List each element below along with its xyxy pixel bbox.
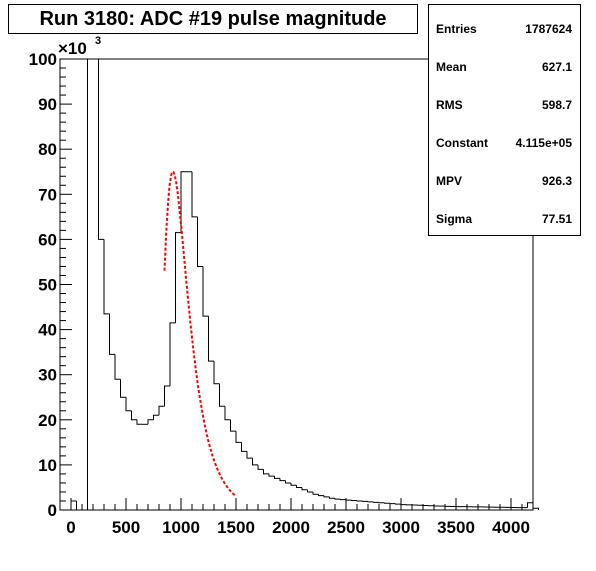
histogram-bin [274,476,280,479]
histogram-bin [329,496,335,499]
histogram-bin [70,500,77,510]
stats-box: Entries 1787624 Mean 627.1 RMS 598.7 Con… [428,4,581,236]
histogram-bin [169,322,176,386]
histogram-bin [87,58,93,510]
histogram-bin [323,495,330,498]
histogram-bin [147,419,154,425]
stats-value: 4.115e+05 [515,136,572,150]
histogram-bin [246,451,253,459]
x-tick-label: 500 [112,518,140,537]
histogram-bin [279,478,286,482]
histogram-bin [180,171,187,233]
histogram-bin [312,491,319,495]
y-tick-label: 60 [38,230,57,249]
x-tick-label: 1500 [217,518,255,537]
y-tick-label: 70 [38,185,57,204]
y-tick-label: 80 [38,140,57,159]
histogram-bin [125,397,132,412]
x-tick-label: 3000 [382,518,420,537]
histogram-bin [230,419,236,432]
histogram-bin [191,171,198,218]
y-tick-label: 20 [38,411,57,430]
x-tick-label: 4000 [492,518,530,537]
stats-value: 598.7 [541,98,572,112]
fit-curve-series [163,170,237,497]
stats-label: Sigma [436,212,473,226]
histogram-bin [120,379,126,398]
stats-value: 77.51 [541,212,572,226]
stats-row-mpv: MPV 926.3 [436,172,572,190]
y-axis: 0 10 20 30 40 50 60 70 80 90 100 [29,50,72,520]
histogram-bin [202,266,209,317]
y-axis-multiplier-exponent: 3 [95,35,101,47]
histogram-bin [268,473,275,477]
x-tick-label: 2500 [327,518,365,537]
histogram-bin [296,485,302,488]
histogram-bin [532,502,539,510]
histogram-bin [76,500,82,511]
stats-value: 1787624 [525,22,572,36]
histogram-bin [175,232,181,323]
histogram-series [70,58,539,511]
stats-label: Entries [436,22,477,36]
histogram-bin [98,59,104,240]
histogram-bin [527,502,533,508]
x-tick-label: 0 [66,518,75,537]
histogram-bin [219,383,225,407]
stats-value: 627.1 [541,60,572,74]
histogram-bin [224,406,231,421]
histogram-bin [257,464,264,470]
histogram-bin [301,487,308,491]
y-tick-label: 100 [29,50,57,69]
histogram-bin [153,414,159,420]
histogram-bin [197,216,203,267]
histogram-bin [307,489,313,493]
histogram-bin [213,361,220,385]
y-tick-label: 10 [38,456,57,475]
stats-row-constant: Constant 4.115e+05 [436,134,572,152]
histogram-bin [136,419,143,425]
stats-label: Mean [436,60,467,74]
histogram-bin [334,498,341,500]
histogram-bin [158,405,165,416]
histogram-bin [263,469,269,475]
histogram-bin [131,410,137,421]
y-tick-label: 50 [38,276,57,295]
y-axis-multiplier: ×10 [58,39,87,58]
histogram-bin [103,239,110,315]
histogram-bin [318,494,324,497]
stats-label: MPV [436,174,463,188]
x-tick-label: 1000 [162,518,200,537]
stats-row-sigma: Sigma 77.51 [436,210,572,228]
x-tick-label: 2000 [272,518,310,537]
stats-value: 926.3 [541,174,572,188]
stats-row-rms: RMS 598.7 [436,96,572,114]
stats-row-entries: Entries 1787624 [436,20,572,38]
histogram-bin [290,482,297,486]
y-tick-label: 40 [38,321,57,340]
histogram-bin [241,442,247,452]
histogram-bin [109,313,115,355]
stats-label: Constant [436,136,488,150]
chart-title: Run 3180: ADC #19 pulse magnitude [8,4,418,34]
stats-label: RMS [436,98,463,112]
histogram-bin [285,480,291,484]
histogram-bin [164,385,170,407]
stats-row-mean: Mean 627.1 [436,58,572,76]
x-axis: 0 500 1000 1500 2000 2500 3000 3500 4000 [59,498,534,537]
y-tick-label: 0 [48,501,57,520]
y-tick-label: 90 [38,95,57,114]
x-tick-label: 3500 [437,518,475,537]
histogram-bin [252,458,258,466]
histogram-bin [208,316,214,362]
histogram-bin [114,354,121,380]
y-tick-label: 30 [38,366,57,385]
fit-curve [163,170,237,497]
histogram-bin [235,431,242,443]
